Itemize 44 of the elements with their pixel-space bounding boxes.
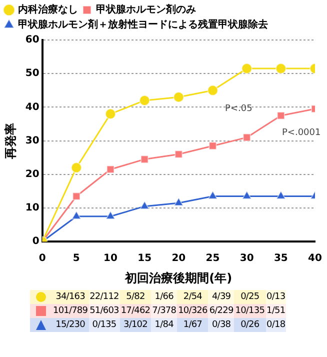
y-axis-title: 再発率 — [3, 122, 18, 160]
point — [275, 63, 286, 74]
point — [241, 63, 252, 74]
y-tick-label: 30 — [25, 135, 40, 146]
point — [242, 133, 251, 142]
point — [140, 200, 150, 210]
point — [106, 165, 115, 174]
y-tick-label: 50 — [25, 68, 40, 80]
x-axis-title: 初回治療後期間(年) — [124, 270, 232, 285]
point — [140, 155, 149, 164]
y-tick-label: 40 — [25, 102, 40, 113]
point — [208, 190, 218, 200]
point — [104, 108, 116, 120]
point — [106, 210, 116, 220]
point — [70, 162, 82, 174]
legend-label: 甲状腺ホルモン剤＋放射性ヨードによる残置甲状腺除去 — [18, 18, 268, 31]
y-tick-label: 20 — [25, 168, 40, 180]
y-tick-label: 60 — [25, 34, 40, 46]
point — [72, 210, 82, 220]
legend-label: 内科治療なし — [18, 4, 78, 16]
count-table: 34/163 22/112 5/82 1/66 2/54 4/39 0/25 0/13 101/789 51/603 17/462 7/378 10/326 6/229 10/135 1/51 15/230 0/135 3/102 1/84 1/67 0/38 0/26 0/18 — [30, 290, 286, 332]
annotation: P<.0001 — [282, 128, 321, 138]
x-tick-label: 20 — [172, 253, 186, 264]
x-tick-label: 40 — [308, 253, 322, 264]
annotation: P<.05 — [225, 104, 252, 114]
y-tick-label: 10 — [25, 202, 40, 214]
point — [276, 190, 286, 200]
point — [139, 94, 150, 106]
y-tick-label: 0 — [32, 236, 40, 248]
point — [207, 84, 218, 96]
point — [72, 192, 80, 200]
x-tick-label: 5 — [72, 253, 80, 264]
point — [208, 142, 217, 150]
x-tick-label: 15 — [138, 253, 152, 264]
x-tick-label: 30 — [240, 253, 254, 264]
point — [174, 150, 183, 158]
point — [242, 190, 252, 200]
point — [173, 92, 184, 103]
point — [174, 197, 184, 206]
legend-label: 甲状腺ホルモン剤のみ — [96, 4, 196, 16]
x-tick-label: 35 — [274, 253, 288, 264]
point — [276, 112, 285, 120]
x-tick-label: 25 — [206, 253, 220, 264]
x-tick-label: 10 — [104, 253, 118, 264]
